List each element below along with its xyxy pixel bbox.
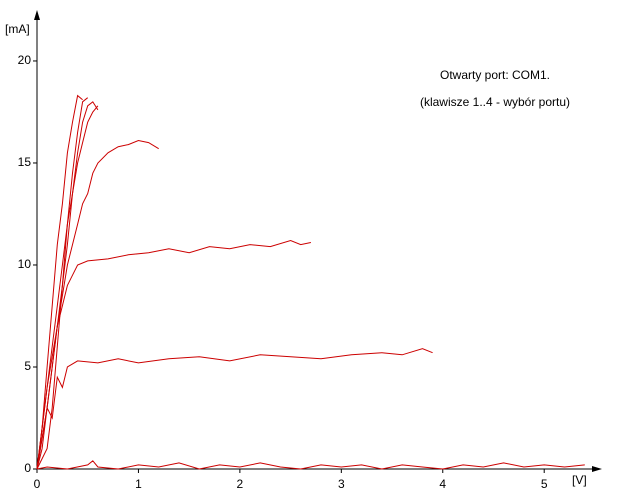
curve [36,94,83,470]
curve [36,105,99,470]
curve [36,460,585,470]
x-arrow [592,466,602,472]
y-tick-label: 10 [18,257,32,271]
x-tick-label: 4 [439,477,446,491]
x-tick-label: 5 [541,477,548,491]
annotation: Otwarty port: COM1. [440,68,550,82]
y-tick-label: 15 [18,155,32,169]
x-tick-label: 1 [135,477,142,491]
x-tick-label: 2 [237,477,244,491]
x-axis-label: [V] [572,473,587,487]
x-tick-label: 3 [338,477,345,491]
curve [36,348,433,470]
curve [36,97,89,470]
y-arrow [34,10,40,20]
y-tick-label: 5 [24,359,31,373]
x-tick-label: 0 [34,477,41,491]
y-tick-label: 20 [18,53,32,67]
annotation: (klawisze 1..4 - wybór portu) [420,95,570,109]
curve [36,101,99,470]
curve [36,239,312,470]
y-axis-label: [mA] [5,22,30,36]
y-tick-label: 0 [24,461,31,475]
